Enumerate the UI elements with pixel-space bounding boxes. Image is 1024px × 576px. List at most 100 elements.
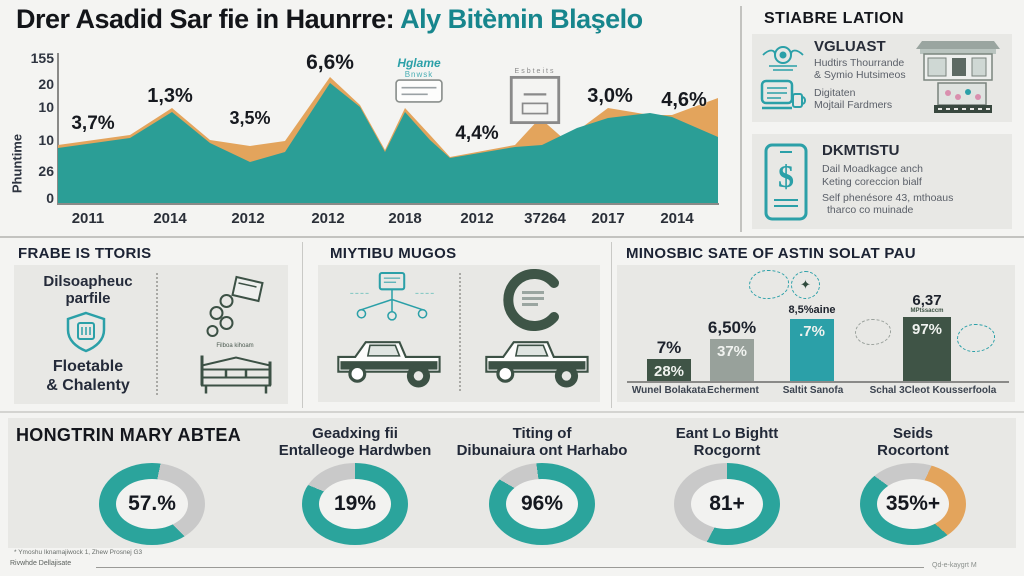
donut-gauge-4: 81+ xyxy=(674,463,780,545)
data-point-label: 4,4% xyxy=(455,122,499,144)
donut-label-2: Geadxing fii Entalleoge Hardwben xyxy=(245,425,465,459)
dotted-divider xyxy=(459,273,461,391)
data-point-label: 3,7% xyxy=(71,112,115,134)
y-tick: 20 xyxy=(38,76,54,92)
y-tick: 10 xyxy=(38,132,54,148)
donut-value: 19% xyxy=(333,492,377,515)
donut-label-line2: Rocortont xyxy=(877,442,949,459)
bar-top-sublabel: MPtssaccm xyxy=(910,308,944,314)
annotation-text: Hglame xyxy=(397,56,441,70)
cloud-decor-2 xyxy=(855,319,891,345)
emblem-icon xyxy=(762,46,804,71)
cloud-decor-1 xyxy=(749,270,789,299)
donut-value: 81+ xyxy=(709,492,745,515)
x-axis-line xyxy=(57,203,719,205)
minosbic-header: MINOSBIC SATE OF ASTIN SOLAT PAU xyxy=(626,245,916,262)
panel1-line2: & Symio Hutsimeos xyxy=(814,69,906,81)
bar-inside-value: .7% xyxy=(799,323,825,340)
frabe-caption: Filboa kihoam xyxy=(216,343,254,349)
horizontal-divider-bottom xyxy=(0,411,1024,413)
donut-gauge-2: 19% xyxy=(302,463,408,545)
section-divider-1 xyxy=(302,242,303,408)
annotation-subtext: Bnwsk xyxy=(404,70,434,79)
y-tick: 0 xyxy=(46,190,54,206)
data-point-label: 3,5% xyxy=(229,108,271,128)
y-tick: 10 xyxy=(38,99,54,115)
bar-top-label: 6,50% xyxy=(707,318,757,337)
donut-label-5: Seids Rocortont xyxy=(803,425,1023,459)
section-divider-2 xyxy=(611,242,612,408)
x-tick: 37264 xyxy=(524,210,566,227)
cloud-decor-3 xyxy=(957,324,995,352)
star-badge-icon: ✦ xyxy=(791,271,820,299)
chart-annotation-document-icon: Esbteits xyxy=(505,68,565,146)
donut-gauge-1: 57.% xyxy=(99,463,205,545)
donut-gauge-3: 96% xyxy=(489,463,595,545)
bar-category-label: Wunel Bolakata xyxy=(631,385,707,396)
donut-label-line1: Eant Lo Bightt xyxy=(675,425,779,442)
panel1-line3: Digitaten xyxy=(814,87,856,99)
page-title-part1: Drer Asadid Sar fie in Haunrre: xyxy=(16,4,401,34)
bar-top-label: 6,37 MPtssaccm xyxy=(867,293,987,314)
card-icon xyxy=(395,79,443,103)
donut-row-panel: HONGTRIN MARY ABTEA Geadxing fii Entalle… xyxy=(8,418,1016,548)
truck-icon-right xyxy=(485,341,589,388)
bar-top-label: 8,5%aine xyxy=(788,304,836,316)
donut-value: 57.% xyxy=(128,492,176,515)
document-icon xyxy=(509,75,561,125)
minosbic-panel: 28% 7% Wunel Bolakata 37% 6,50% Echerment .7% 8… xyxy=(617,265,1015,402)
star-glyph: ✦ xyxy=(800,277,811,292)
y-tick: 155 xyxy=(30,50,54,66)
page-title: Drer Asadid Sar fie in Haunrre: Aly Bitè… xyxy=(16,4,643,35)
bar-top-label: 7% xyxy=(656,338,682,357)
bar-inside-value: 97% xyxy=(911,321,943,338)
bar-baseline xyxy=(627,381,1009,383)
donut-hole xyxy=(506,479,578,529)
y-tick: 26 xyxy=(38,163,54,179)
circular-arrow-icon xyxy=(503,269,559,331)
network-diagram-icon xyxy=(350,272,434,321)
donut-value: 96% xyxy=(520,492,564,515)
data-point-label: 6,6% xyxy=(306,50,354,74)
x-tick: 2014 xyxy=(660,210,694,227)
sidebar-panel-dkmtistu: $ DKMTISTU Dail Moadkagce anch Keting co… xyxy=(752,134,1012,229)
donut-hole xyxy=(877,479,949,529)
money-pouch-icon xyxy=(206,275,264,337)
frabe-panel: Dilsoapheuc parfile Floetable & Chalenty… xyxy=(14,265,288,404)
footnote: * Ymoshu Iknamajiwock 1, Zhew Prosnej G3 xyxy=(14,549,143,556)
donut-label-line2: Entalleoge Hardwben xyxy=(278,442,432,459)
dotted-divider xyxy=(156,273,158,395)
bar: .7% xyxy=(790,319,834,381)
monitor-icon xyxy=(760,79,806,110)
donut-label-line1: Titing of xyxy=(512,425,572,442)
bar-inside-value: 28% xyxy=(653,363,685,380)
frabe-header: FRABE IS TTORIS xyxy=(18,245,152,262)
panel2-line4: tharco co muinade xyxy=(827,204,914,216)
page-title-part2: Aly Bitèmin Blaşelo xyxy=(400,4,643,34)
frabe-text1-line2: parfile xyxy=(65,290,111,307)
data-point-label: 4,6% xyxy=(661,89,707,111)
donut-hole xyxy=(319,479,391,529)
frabe-text2-line1: Floetable xyxy=(52,358,124,375)
sidebar-panel-vgluast: VGLUAST Hudtirs Thourrande & Symio Hutsi… xyxy=(752,34,1012,122)
mobile-banking-icon: $ xyxy=(764,143,808,221)
donut-label-3: Titing of Dibunaiura ont Harhabo xyxy=(432,425,652,459)
panel2-line1: Dail Moadkagce anch xyxy=(822,163,923,175)
footer-left-text: Rivwhde Dellajisate xyxy=(10,560,72,567)
vertical-divider xyxy=(740,6,742,232)
x-tick: 2012 xyxy=(231,210,265,227)
donut-label-line1: Geadxing fii xyxy=(312,425,398,442)
frabe-text2-line2: & Chalenty xyxy=(46,377,130,394)
primary-area xyxy=(58,83,718,203)
donut-hole xyxy=(691,479,763,529)
donut-label-4: Eant Lo Bightt Rocgornt xyxy=(617,425,837,459)
chart-annotation-card-icon: Hglame Bnwsk xyxy=(383,56,455,132)
x-tick: 2012 xyxy=(311,210,345,227)
shield-icon xyxy=(66,311,106,353)
footer-right-text: Qd-e-kaygrt M xyxy=(932,562,977,569)
donut-label-line2: Rocgornt xyxy=(693,442,761,459)
frabe-text2: Floetable & Chalenty xyxy=(24,357,152,395)
data-point-label: 3,0% xyxy=(587,85,633,107)
donut-value: 35%+ xyxy=(885,492,941,515)
panel2-title: DKMTISTU xyxy=(822,142,900,159)
